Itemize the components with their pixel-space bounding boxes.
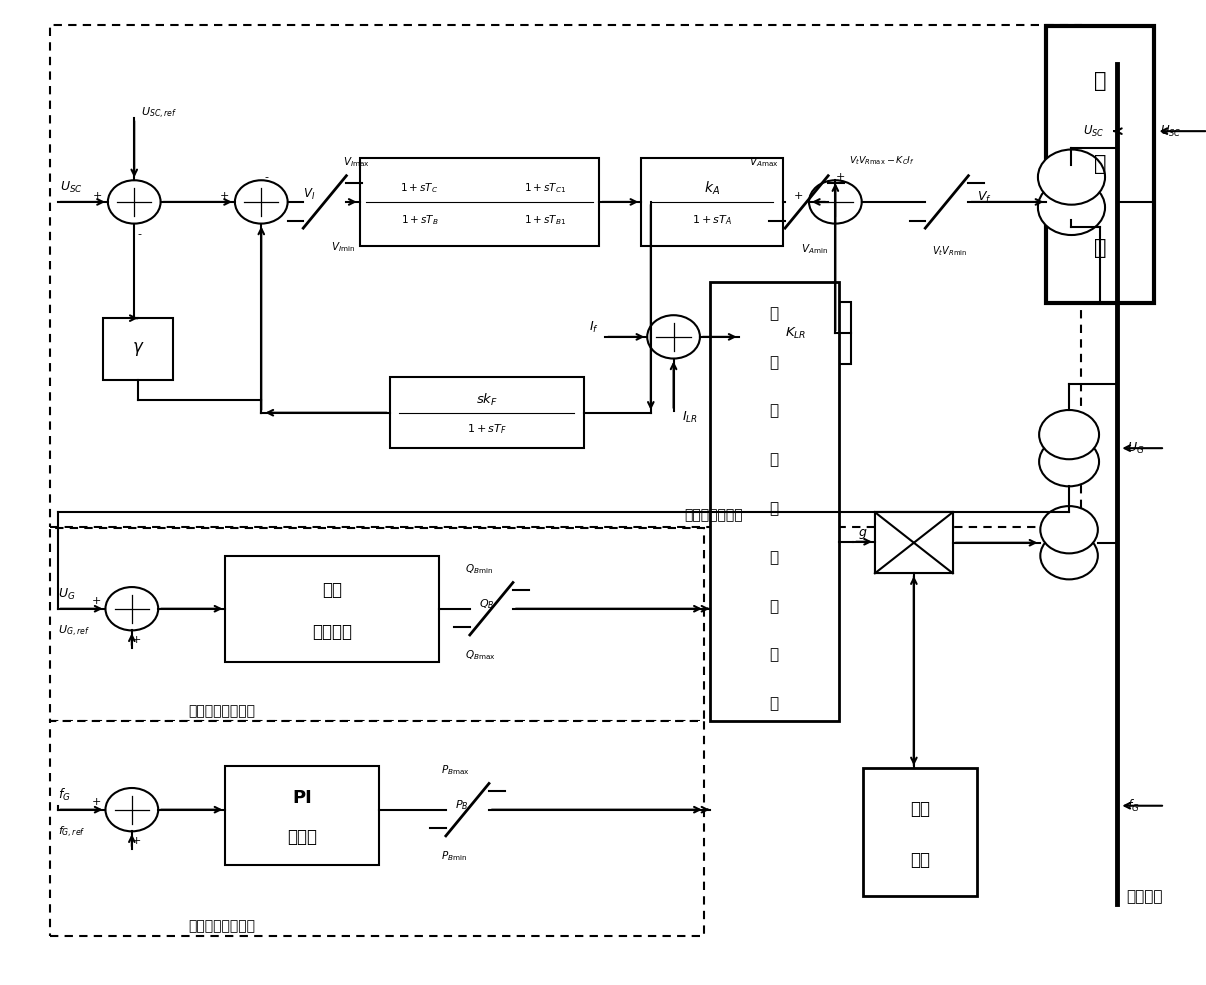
- Text: 机: 机: [1094, 237, 1106, 258]
- Circle shape: [809, 180, 862, 224]
- Text: 换: 换: [769, 550, 779, 565]
- FancyBboxPatch shape: [103, 318, 172, 380]
- Text: $U_{SC}$: $U_{SC}$: [1083, 123, 1105, 139]
- Circle shape: [648, 315, 699, 359]
- Text: +: +: [794, 191, 803, 201]
- Text: 调相机励磁控制: 调相机励磁控制: [684, 508, 743, 522]
- FancyBboxPatch shape: [874, 512, 953, 573]
- Text: 控: 控: [769, 599, 779, 614]
- Text: $V_{I\rm max}$: $V_{I\rm max}$: [343, 156, 369, 169]
- Text: $V_{I\rm min}$: $V_{I\rm min}$: [330, 240, 355, 254]
- FancyBboxPatch shape: [51, 25, 1081, 527]
- Circle shape: [1041, 532, 1097, 579]
- Circle shape: [1038, 150, 1105, 205]
- Text: 能: 能: [769, 355, 779, 369]
- Text: $Q_B$: $Q_B$: [480, 597, 494, 611]
- Text: $U_{SC,ref}$: $U_{SC,ref}$: [141, 105, 177, 121]
- Text: $g$: $g$: [859, 527, 867, 541]
- Circle shape: [105, 788, 158, 831]
- Text: $1+sT_{C1}$: $1+sT_{C1}$: [525, 181, 567, 195]
- Circle shape: [1038, 180, 1105, 235]
- FancyBboxPatch shape: [390, 377, 584, 448]
- Text: $f_G$: $f_G$: [58, 787, 70, 803]
- FancyBboxPatch shape: [51, 721, 703, 936]
- FancyBboxPatch shape: [359, 158, 599, 246]
- Text: $1+sT_{B1}$: $1+sT_{B1}$: [525, 213, 567, 227]
- FancyBboxPatch shape: [226, 556, 439, 662]
- Text: $V_tV_{R\rm max}-K_CI_f$: $V_tV_{R\rm max}-K_CI_f$: [849, 155, 914, 166]
- Text: $f_G$: $f_G$: [1126, 798, 1140, 814]
- Text: $f_{G,ref}$: $f_{G,ref}$: [58, 824, 86, 840]
- Text: 相: 相: [1094, 155, 1106, 174]
- Text: 调: 调: [1094, 71, 1106, 92]
- Text: $V_{A\rm min}$: $V_{A\rm min}$: [801, 242, 827, 256]
- Text: 储能: 储能: [909, 800, 930, 819]
- Text: $sk_F$: $sk_F$: [475, 392, 498, 408]
- Text: $1+sT_C$: $1+sT_C$: [400, 181, 439, 195]
- Text: $1+sT_B$: $1+sT_B$: [400, 213, 438, 227]
- FancyBboxPatch shape: [51, 528, 703, 721]
- Text: $1+sT_F$: $1+sT_F$: [467, 423, 507, 436]
- Text: $P_{B\rm max}$: $P_{B\rm max}$: [441, 763, 470, 777]
- Text: 下垂控制: 下垂控制: [312, 624, 352, 641]
- Text: $V_I$: $V_I$: [303, 186, 315, 202]
- Circle shape: [1040, 410, 1099, 459]
- Text: $U_{SC}$: $U_{SC}$: [1160, 123, 1182, 139]
- Text: +: +: [131, 836, 141, 846]
- Text: $\gamma$: $\gamma$: [131, 340, 144, 359]
- Text: +: +: [93, 191, 101, 201]
- Text: $V_{A\rm max}$: $V_{A\rm max}$: [749, 156, 779, 169]
- Text: 高压母线: 高压母线: [1126, 889, 1163, 904]
- Text: $Q_{B\rm max}$: $Q_{B\rm max}$: [466, 648, 496, 662]
- Text: 储能无功功率控制: 储能无功功率控制: [188, 704, 256, 718]
- FancyBboxPatch shape: [863, 768, 977, 896]
- FancyBboxPatch shape: [642, 158, 783, 246]
- Circle shape: [1040, 437, 1099, 487]
- FancyBboxPatch shape: [1047, 26, 1154, 303]
- Text: $U_G$: $U_G$: [58, 586, 75, 602]
- Text: $V_f$: $V_f$: [977, 189, 991, 205]
- Text: +: +: [836, 172, 845, 182]
- Text: 储: 储: [769, 306, 779, 321]
- Text: 储能有功功率控制: 储能有功功率控制: [188, 919, 256, 933]
- Text: $Q_{B\rm min}$: $Q_{B\rm min}$: [466, 562, 493, 576]
- Text: $P_{B\rm min}$: $P_{B\rm min}$: [441, 849, 467, 863]
- Circle shape: [107, 180, 160, 224]
- Text: 时变: 时变: [322, 580, 343, 599]
- Text: $K_{LR}$: $K_{LR}$: [785, 326, 806, 341]
- Text: -: -: [137, 230, 141, 239]
- Text: $P_B$: $P_B$: [456, 798, 469, 812]
- FancyBboxPatch shape: [709, 282, 839, 721]
- FancyBboxPatch shape: [739, 302, 851, 364]
- Text: PI: PI: [292, 789, 312, 807]
- Text: $1+sT_A$: $1+sT_A$: [692, 213, 732, 227]
- Text: -: -: [264, 172, 268, 182]
- Text: +: +: [92, 596, 100, 606]
- Text: 变: 变: [769, 501, 779, 516]
- Text: 并: 并: [769, 404, 779, 419]
- Circle shape: [105, 587, 158, 630]
- FancyBboxPatch shape: [226, 766, 379, 865]
- Circle shape: [1041, 506, 1097, 554]
- Text: 制: 制: [769, 647, 779, 663]
- Circle shape: [235, 180, 288, 224]
- Text: $k_A$: $k_A$: [704, 179, 720, 197]
- Text: $U_{SC}$: $U_{SC}$: [60, 179, 83, 195]
- FancyBboxPatch shape: [874, 512, 953, 573]
- Text: $V_tV_{R\rm min}$: $V_tV_{R\rm min}$: [932, 244, 967, 258]
- Text: +: +: [219, 191, 229, 201]
- Text: +: +: [92, 797, 100, 807]
- Text: $I_{LR}$: $I_{LR}$: [681, 410, 698, 426]
- Text: 器: 器: [769, 696, 779, 711]
- Text: 调节器: 调节器: [287, 828, 317, 846]
- Text: $U_G$: $U_G$: [1126, 440, 1144, 456]
- Text: $U_{G,ref}$: $U_{G,ref}$: [58, 624, 89, 639]
- Text: 系统: 系统: [909, 851, 930, 870]
- Text: $I_f$: $I_f$: [590, 319, 599, 335]
- Text: 网: 网: [769, 452, 779, 467]
- Text: +: +: [131, 635, 141, 645]
